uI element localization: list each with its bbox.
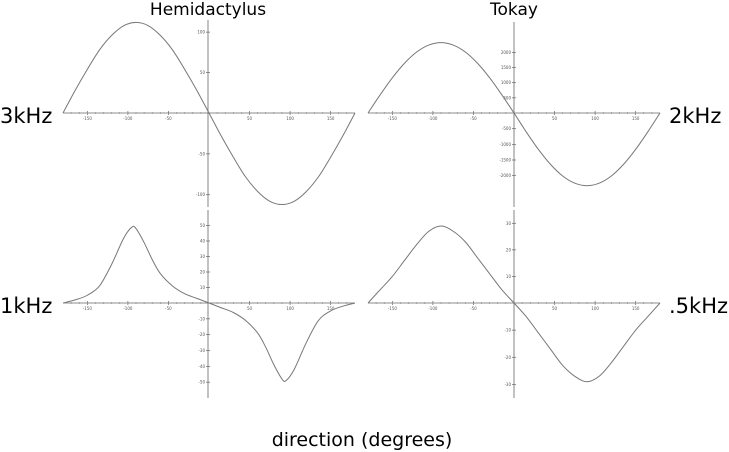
- x-tick-label: 150: [632, 306, 640, 311]
- y-tick-label: -50: [198, 380, 205, 385]
- y-tick-label: -10: [198, 316, 205, 321]
- y-tick-label: 30: [506, 221, 512, 226]
- x-tick-label: 50: [552, 116, 558, 121]
- series-line: [62, 225, 356, 382]
- x-tick-label: 50: [552, 306, 558, 311]
- y-tick-label: 1000: [501, 80, 512, 85]
- y-tick-label: -1500: [499, 158, 511, 163]
- y-tick-label: 50: [200, 223, 206, 228]
- panel-title-hemidactylus: Hemidactylus: [150, 0, 266, 20]
- y-tick-label: -500: [502, 126, 512, 131]
- y-tick-label: 500: [503, 95, 511, 100]
- x-tick-label: 100: [591, 306, 599, 311]
- y-tick-label: 2000: [501, 50, 512, 55]
- y-tick-label: -20: [198, 332, 205, 337]
- x-tick-label: 150: [327, 116, 335, 121]
- y-tick-label: -20: [504, 355, 511, 360]
- x-tick-label: -100: [123, 306, 133, 311]
- side-label-3khz: 3kHz: [0, 104, 52, 128]
- y-tick-label: 10: [200, 285, 206, 290]
- panel-hemidactylus-1khz: -150 -100 -50 50 100 150 -50 -40 -30 -20 -10 10 20 30…: [62, 210, 356, 398]
- y-tick-label: -50: [198, 151, 205, 156]
- x-tick-label: -100: [428, 116, 438, 121]
- series-line: [367, 42, 661, 187]
- y-tick-label: 50: [200, 70, 206, 75]
- x-tick-label: 100: [286, 306, 294, 311]
- x-tick-label: -50: [165, 306, 172, 311]
- side-label-1khz: 1kHz: [0, 294, 52, 318]
- x-tick-label: 50: [247, 116, 253, 121]
- x-tick-label: -150: [388, 306, 398, 311]
- x-tick-label: -150: [83, 116, 93, 121]
- y-tick-label: 20: [506, 247, 512, 252]
- x-tick-label: -50: [165, 116, 172, 121]
- x-tick-label: -150: [83, 306, 93, 311]
- x-tick-label: -100: [428, 306, 438, 311]
- y-tick-label: -1000: [499, 142, 511, 147]
- y-tick-label: -30: [504, 382, 511, 387]
- y-tick-label: -40: [198, 364, 205, 369]
- panel-title-tokay: Tokay: [489, 0, 538, 20]
- y-tick-label: 1500: [501, 65, 512, 70]
- x-tick-label: -100: [123, 116, 133, 121]
- panel-hemidactylus-3khz: -150 -100 -50 50 100 150 -100 -50 50 100: [62, 20, 356, 207]
- panel-tokay-05khz: -150 -100 -50 50 100 150 -30 -20 -10 10 20 30: [367, 210, 661, 398]
- y-tick-label: -100: [196, 192, 206, 197]
- series-line: [367, 225, 661, 383]
- x-tick-label: -50: [470, 306, 477, 311]
- side-label-2khz: 2kHz: [669, 104, 721, 128]
- y-tick-label: 40: [200, 239, 206, 244]
- x-tick-label: 150: [327, 306, 335, 311]
- series-line: [62, 21, 356, 206]
- x-axis-label: direction (degrees): [272, 429, 453, 451]
- y-tick-label: -30: [198, 348, 205, 353]
- x-tick-label: 50: [247, 306, 253, 311]
- y-tick-label: 10: [506, 274, 512, 279]
- x-tick-label: 150: [632, 116, 640, 121]
- y-tick-label: 20: [200, 270, 206, 275]
- x-tick-label: -150: [388, 116, 398, 121]
- side-label-05khz: .5kHz: [669, 294, 728, 318]
- x-tick-label: 100: [286, 116, 294, 121]
- y-tick-label: -2000: [499, 173, 511, 178]
- y-tick-label: 30: [200, 254, 206, 259]
- x-tick-label: -50: [470, 116, 477, 121]
- y-tick-label: -10: [504, 328, 511, 333]
- y-tick-label: 100: [197, 30, 205, 35]
- panel-tokay-2khz: -150 -100 -50 50 100 150 -2000 -1500 -1000 -500 50…: [367, 22, 661, 207]
- x-tick-label: 100: [591, 116, 599, 121]
